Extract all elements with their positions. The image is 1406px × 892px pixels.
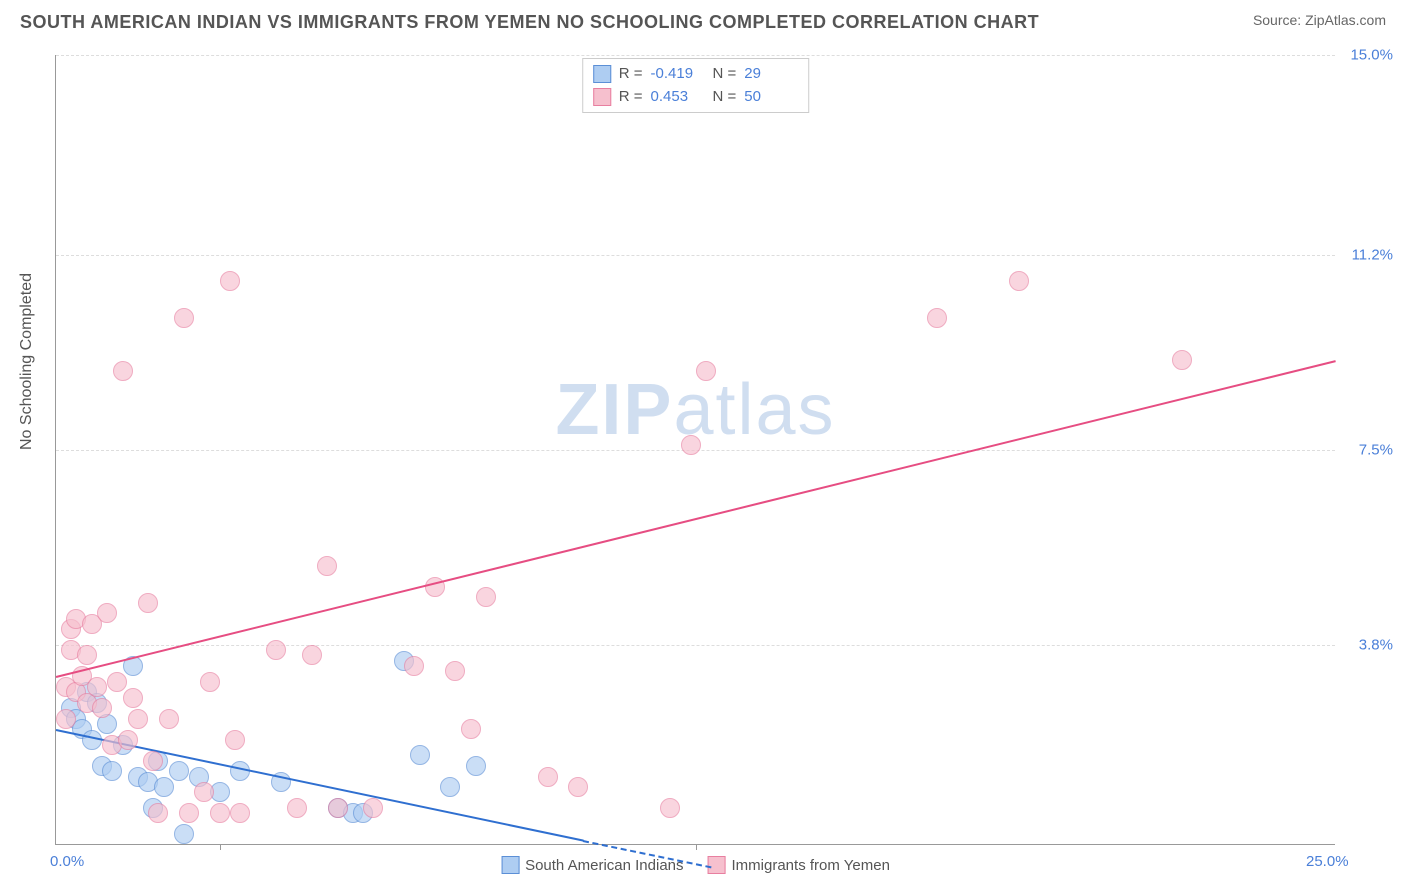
data-point — [159, 709, 179, 729]
data-point — [154, 777, 174, 797]
data-point — [363, 798, 383, 818]
r-label: R = — [619, 86, 643, 109]
trend-line — [56, 360, 1336, 678]
data-point — [445, 661, 465, 681]
x-tick-mark — [696, 844, 697, 850]
data-point — [266, 640, 286, 660]
data-point — [179, 803, 199, 823]
data-point — [102, 761, 122, 781]
y-tick-label: 3.8% — [1339, 636, 1393, 653]
correlation-chart: ZIPatlas R =-0.419N =29R =0.453N =50 Sou… — [55, 55, 1335, 845]
data-point — [143, 751, 163, 771]
r-label: R = — [619, 63, 643, 86]
data-point — [107, 672, 127, 692]
y-tick-label: 15.0% — [1339, 47, 1393, 64]
data-point — [220, 271, 240, 291]
data-point — [538, 767, 558, 787]
n-label: N = — [713, 63, 737, 86]
data-point — [461, 719, 481, 739]
series-legend-item: Immigrants from Yemen — [708, 856, 890, 874]
r-value: -0.419 — [651, 63, 705, 86]
data-point — [113, 361, 133, 381]
data-point — [138, 593, 158, 613]
legend-swatch — [593, 65, 611, 83]
data-point — [194, 782, 214, 802]
data-point — [328, 798, 348, 818]
x-tick-mark — [220, 844, 221, 850]
chart-title: SOUTH AMERICAN INDIAN VS IMMIGRANTS FROM… — [20, 12, 1039, 33]
data-point — [317, 556, 337, 576]
data-point — [87, 677, 107, 697]
data-point — [148, 803, 168, 823]
n-label: N = — [713, 86, 737, 109]
stats-legend-row: R = 0.453 N = 50 — [593, 86, 799, 109]
data-point — [128, 709, 148, 729]
data-point — [174, 308, 194, 328]
data-point — [681, 435, 701, 455]
x-tick-label: 25.0% — [1306, 853, 1349, 870]
y-tick-label: 7.5% — [1339, 442, 1393, 459]
legend-swatch — [708, 856, 726, 874]
y-tick-label: 11.2% — [1339, 247, 1393, 264]
data-point — [210, 803, 230, 823]
gridline — [56, 55, 1335, 56]
gridline — [56, 645, 1335, 646]
stats-legend-row: R = -0.419 N = 29 — [593, 63, 799, 86]
stats-legend: R = -0.419 N = 29 R = 0.453 N = 50 — [582, 58, 810, 113]
data-point — [440, 777, 460, 797]
data-point — [77, 645, 97, 665]
data-point — [404, 656, 424, 676]
data-point — [56, 709, 76, 729]
data-point — [660, 798, 680, 818]
data-point — [97, 603, 117, 623]
data-point — [230, 803, 250, 823]
data-point — [200, 672, 220, 692]
gridline — [56, 255, 1335, 256]
data-point — [225, 730, 245, 750]
data-point — [92, 698, 112, 718]
data-point — [410, 745, 430, 765]
data-point — [466, 756, 486, 776]
data-point — [696, 361, 716, 381]
data-point — [1172, 350, 1192, 370]
data-point — [302, 645, 322, 665]
legend-swatch — [501, 856, 519, 874]
series-legend-item: South American Indians — [501, 856, 683, 874]
data-point — [174, 824, 194, 844]
data-point — [123, 688, 143, 708]
r-value: 0.453 — [651, 86, 705, 109]
legend-swatch — [593, 88, 611, 106]
x-tick-label: 0.0% — [50, 853, 84, 870]
n-value: 50 — [744, 86, 798, 109]
data-point — [169, 761, 189, 781]
n-value: 29 — [744, 63, 798, 86]
data-point — [476, 587, 496, 607]
series-legend-label: Immigrants from Yemen — [732, 857, 890, 874]
series-legend-label: South American Indians — [525, 857, 683, 874]
data-point — [1009, 271, 1029, 291]
data-point — [568, 777, 588, 797]
source-label: Source: ZipAtlas.com — [1253, 12, 1386, 28]
data-point — [927, 308, 947, 328]
data-point — [287, 798, 307, 818]
data-point — [118, 730, 138, 750]
y-axis-label: No Schooling Completed — [18, 273, 36, 450]
